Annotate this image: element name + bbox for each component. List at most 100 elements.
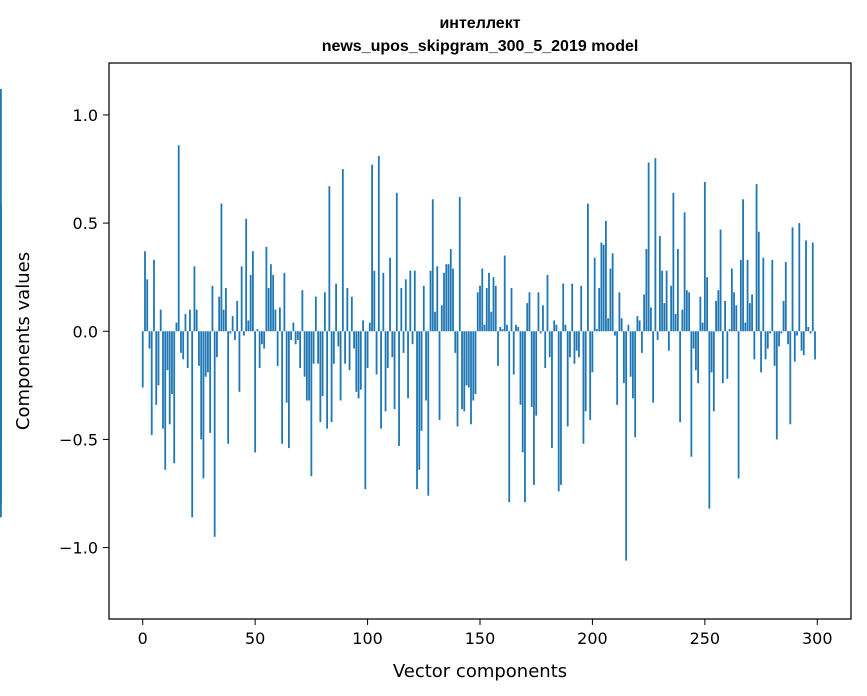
bar xyxy=(488,272,490,332)
bar xyxy=(524,331,526,503)
bar xyxy=(339,331,342,401)
bar xyxy=(533,331,535,485)
bar xyxy=(672,192,675,332)
bar xyxy=(715,300,717,332)
bar xyxy=(0,88,2,332)
bar xyxy=(811,242,814,332)
bar xyxy=(739,259,742,332)
bar xyxy=(436,266,439,332)
bar xyxy=(634,331,637,438)
x-tick-label: 200 xyxy=(577,629,608,648)
bar xyxy=(746,259,749,332)
bar xyxy=(805,240,807,332)
bar xyxy=(564,324,567,332)
bar xyxy=(611,253,614,332)
bar xyxy=(227,331,230,444)
bar xyxy=(204,331,207,377)
bar xyxy=(766,331,769,349)
bar xyxy=(191,331,194,518)
bar xyxy=(276,331,279,366)
bar xyxy=(629,331,632,377)
x-tick-label: 50 xyxy=(245,629,265,648)
bar xyxy=(319,331,322,423)
bar xyxy=(425,331,427,401)
x-axis-label: Vector components xyxy=(393,661,567,682)
bar xyxy=(670,285,673,332)
bar xyxy=(332,331,335,364)
bar xyxy=(667,331,670,351)
bars-group xyxy=(0,88,816,561)
bar xyxy=(434,311,436,332)
bar xyxy=(166,331,169,371)
bar xyxy=(326,331,328,429)
bar xyxy=(400,288,403,332)
bar xyxy=(528,292,531,332)
bar xyxy=(330,331,333,423)
bar xyxy=(404,279,407,332)
bar xyxy=(341,169,344,332)
bar xyxy=(721,331,724,384)
bar xyxy=(308,331,311,401)
bar xyxy=(645,249,648,332)
bar xyxy=(587,203,589,332)
bar xyxy=(362,320,364,332)
bar xyxy=(623,331,625,384)
bar xyxy=(647,162,650,332)
bar xyxy=(802,331,805,356)
bar xyxy=(566,331,569,427)
plot-frame xyxy=(108,62,852,620)
bar xyxy=(625,331,628,561)
bar xyxy=(458,197,461,332)
bar xyxy=(287,331,290,449)
bar xyxy=(440,305,443,332)
bar xyxy=(755,184,758,332)
bar xyxy=(782,300,785,332)
bar xyxy=(141,331,144,388)
bar xyxy=(409,270,412,332)
bar xyxy=(344,331,346,364)
bar xyxy=(209,331,212,433)
bar xyxy=(616,331,619,405)
bar xyxy=(198,331,200,366)
bar xyxy=(328,186,331,332)
bar xyxy=(605,220,607,332)
bar xyxy=(643,294,646,332)
bar xyxy=(636,316,639,332)
bar xyxy=(544,331,547,369)
bar xyxy=(661,270,664,332)
bar xyxy=(472,331,475,401)
bar xyxy=(359,331,362,390)
bar xyxy=(299,331,302,369)
bar xyxy=(449,249,452,332)
bar xyxy=(456,331,459,427)
bar xyxy=(638,320,641,332)
bar xyxy=(649,307,652,332)
bar xyxy=(708,331,711,509)
bar xyxy=(373,270,376,332)
bar xyxy=(202,331,205,479)
bar xyxy=(751,294,753,332)
y-tick-label: −0.5 xyxy=(59,430,98,449)
bar xyxy=(548,331,551,358)
bar xyxy=(150,331,153,436)
bar xyxy=(614,331,616,336)
bar xyxy=(753,331,756,360)
bar xyxy=(697,331,699,384)
bar xyxy=(429,270,432,332)
bar xyxy=(681,309,684,332)
bar xyxy=(551,331,553,449)
bar xyxy=(407,331,409,399)
chart-title: интеллект xyxy=(439,15,520,32)
bar xyxy=(596,329,598,332)
bar xyxy=(294,331,297,345)
bar xyxy=(265,246,268,332)
y-tick-label: 0.0 xyxy=(73,322,98,341)
bar xyxy=(314,296,317,332)
bar xyxy=(355,331,358,392)
bar xyxy=(800,331,803,351)
bar xyxy=(733,292,735,332)
bar xyxy=(497,331,499,366)
bar xyxy=(267,288,270,332)
bar xyxy=(690,331,693,457)
bar xyxy=(742,199,744,332)
